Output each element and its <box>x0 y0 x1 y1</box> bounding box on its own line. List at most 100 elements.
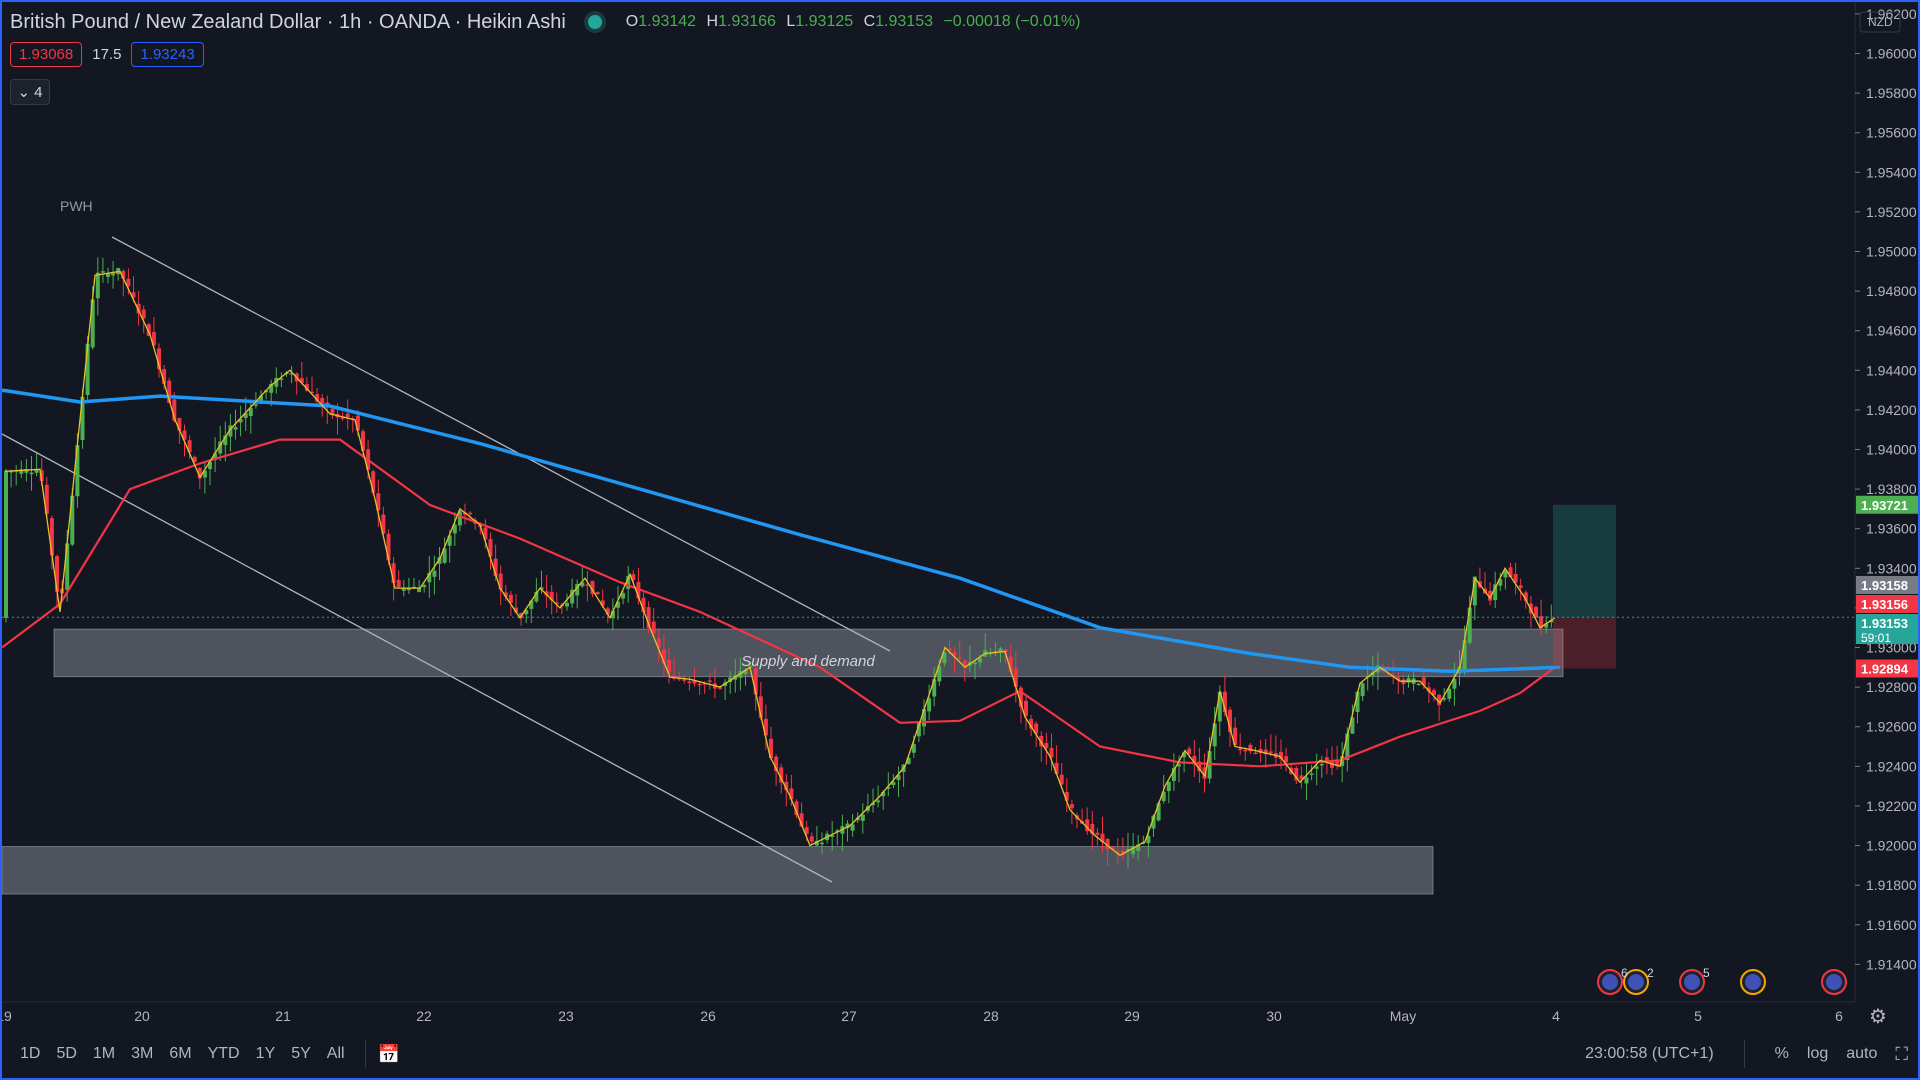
range-button-all[interactable]: All <box>326 1045 345 1062</box>
candle-body <box>1156 803 1161 821</box>
candle-body <box>1263 749 1268 755</box>
candle-body <box>197 467 202 479</box>
candle-body <box>906 757 911 765</box>
candle-body <box>106 273 110 277</box>
zone-support-lower[interactable] <box>1 846 1434 895</box>
candle-body <box>1151 815 1156 829</box>
range-button-1m[interactable]: 1M <box>92 1045 116 1062</box>
pwh-label[interactable]: PWH <box>60 198 93 214</box>
candle-body <box>1467 607 1472 643</box>
candle-body <box>55 556 59 592</box>
candle-body <box>44 484 49 514</box>
position-loss-zone[interactable] <box>1553 617 1616 669</box>
candle-body <box>468 512 473 515</box>
candle-body <box>1416 683 1421 686</box>
candle-body <box>845 823 850 829</box>
candle-body <box>621 593 626 599</box>
candle-body <box>376 493 381 511</box>
fullscreen-icon[interactable]: ⛶ <box>1895 1043 1908 1064</box>
candle-body <box>1202 767 1207 779</box>
candle-body <box>299 378 304 383</box>
supply-demand-label[interactable]: Supply and demand <box>741 653 875 670</box>
candle-body <box>661 649 666 664</box>
log-toggle[interactable]: log <box>1806 1045 1829 1062</box>
sma-line[interactable] <box>1 388 1561 674</box>
channel-lower-line[interactable] <box>1 433 833 883</box>
candle-body <box>218 441 223 454</box>
candle-body <box>146 324 151 336</box>
percent-toggle[interactable]: % <box>1774 1045 1789 1062</box>
candle-body <box>804 827 809 834</box>
gear-icon[interactable]: ⚙ <box>1869 1006 1887 1028</box>
candle-body <box>248 408 253 417</box>
candle-body <box>1115 851 1120 854</box>
candle-body <box>19 469 24 474</box>
position-profit-zone[interactable] <box>1553 504 1616 618</box>
ema-line[interactable] <box>1 438 1556 768</box>
indicators-toggle-button[interactable]: ⌄ 4 <box>10 79 50 105</box>
date-range-icon[interactable]: 📅 <box>377 1043 400 1064</box>
price-label-box <box>1856 595 1918 613</box>
indicators-count: 4 <box>34 83 43 101</box>
candle-body <box>600 600 605 606</box>
divider <box>364 1040 366 1068</box>
price-tick-label: 1.91600 <box>1866 917 1917 933</box>
candle-body <box>1100 833 1105 843</box>
candle-body <box>1059 774 1064 785</box>
candle-body <box>243 413 248 419</box>
fast-ma-line[interactable] <box>4 270 1556 857</box>
time-tick-label: 6 <box>1835 1008 1843 1024</box>
price-tick-label: 1.91400 <box>1866 956 1917 972</box>
candle-body <box>503 592 508 597</box>
candle-body <box>406 587 411 591</box>
range-button-ytd[interactable]: YTD <box>207 1045 240 1062</box>
candle-body <box>651 621 656 634</box>
clock-time[interactable]: 23:00:58 (UTC+1) <box>1585 1045 1714 1062</box>
channel-upper-line[interactable] <box>111 236 891 652</box>
time-tick-label: 21 <box>275 1008 291 1024</box>
candle-body <box>131 292 136 298</box>
candle-body <box>187 440 192 453</box>
candle-body <box>697 683 702 686</box>
symbol-title[interactable]: British Pound / New Zealand Dollar · 1h … <box>10 10 566 33</box>
range-button-3m[interactable]: 3M <box>131 1045 154 1062</box>
price-label-text: 1.93156 <box>1861 597 1908 612</box>
candle-body <box>1212 723 1217 747</box>
candle-body <box>1171 767 1176 781</box>
time-tick-label: 20 <box>134 1008 150 1024</box>
price-tick-label: 1.95600 <box>1866 125 1917 141</box>
range-button-6m[interactable]: 6M <box>169 1045 192 1062</box>
candle-body <box>570 589 575 604</box>
candle-body <box>396 579 401 588</box>
candle-body <box>452 524 457 534</box>
price-tick-label: 1.92600 <box>1866 719 1917 735</box>
range-button-1y[interactable]: 1Y <box>255 1045 276 1062</box>
time-tick-label: 29 <box>1124 1008 1140 1024</box>
candle-body <box>238 419 243 423</box>
candle-body <box>1309 773 1314 775</box>
candle-body <box>1197 761 1202 772</box>
time-tick-label: 22 <box>416 1008 432 1024</box>
candle-body <box>1233 727 1238 745</box>
currency-label: NZD <box>1868 15 1893 29</box>
candle-body <box>1008 656 1013 673</box>
candle-body <box>1258 749 1263 754</box>
sell-price-button[interactable]: 1.93068 <box>10 42 83 67</box>
zone-supply-demand-upper[interactable] <box>53 628 1564 678</box>
candle-body <box>763 718 768 736</box>
range-button-5d[interactable]: 5D <box>56 1045 77 1062</box>
buy-price-button[interactable]: 1.93243 <box>131 42 204 67</box>
candle-body <box>90 299 95 348</box>
candle-body <box>121 270 126 279</box>
flag-icon <box>1745 974 1761 990</box>
candle-body <box>111 273 116 276</box>
price-tick-label: 1.96200 <box>1866 6 1917 22</box>
time-tick-label: 28 <box>983 1008 999 1024</box>
range-button-5y[interactable]: 5Y <box>291 1045 311 1062</box>
price-tick-label: 1.95800 <box>1866 85 1917 101</box>
range-button-1d[interactable]: 1D <box>20 1045 41 1062</box>
candle-body <box>565 602 569 607</box>
auto-toggle[interactable]: auto <box>1846 1045 1878 1062</box>
